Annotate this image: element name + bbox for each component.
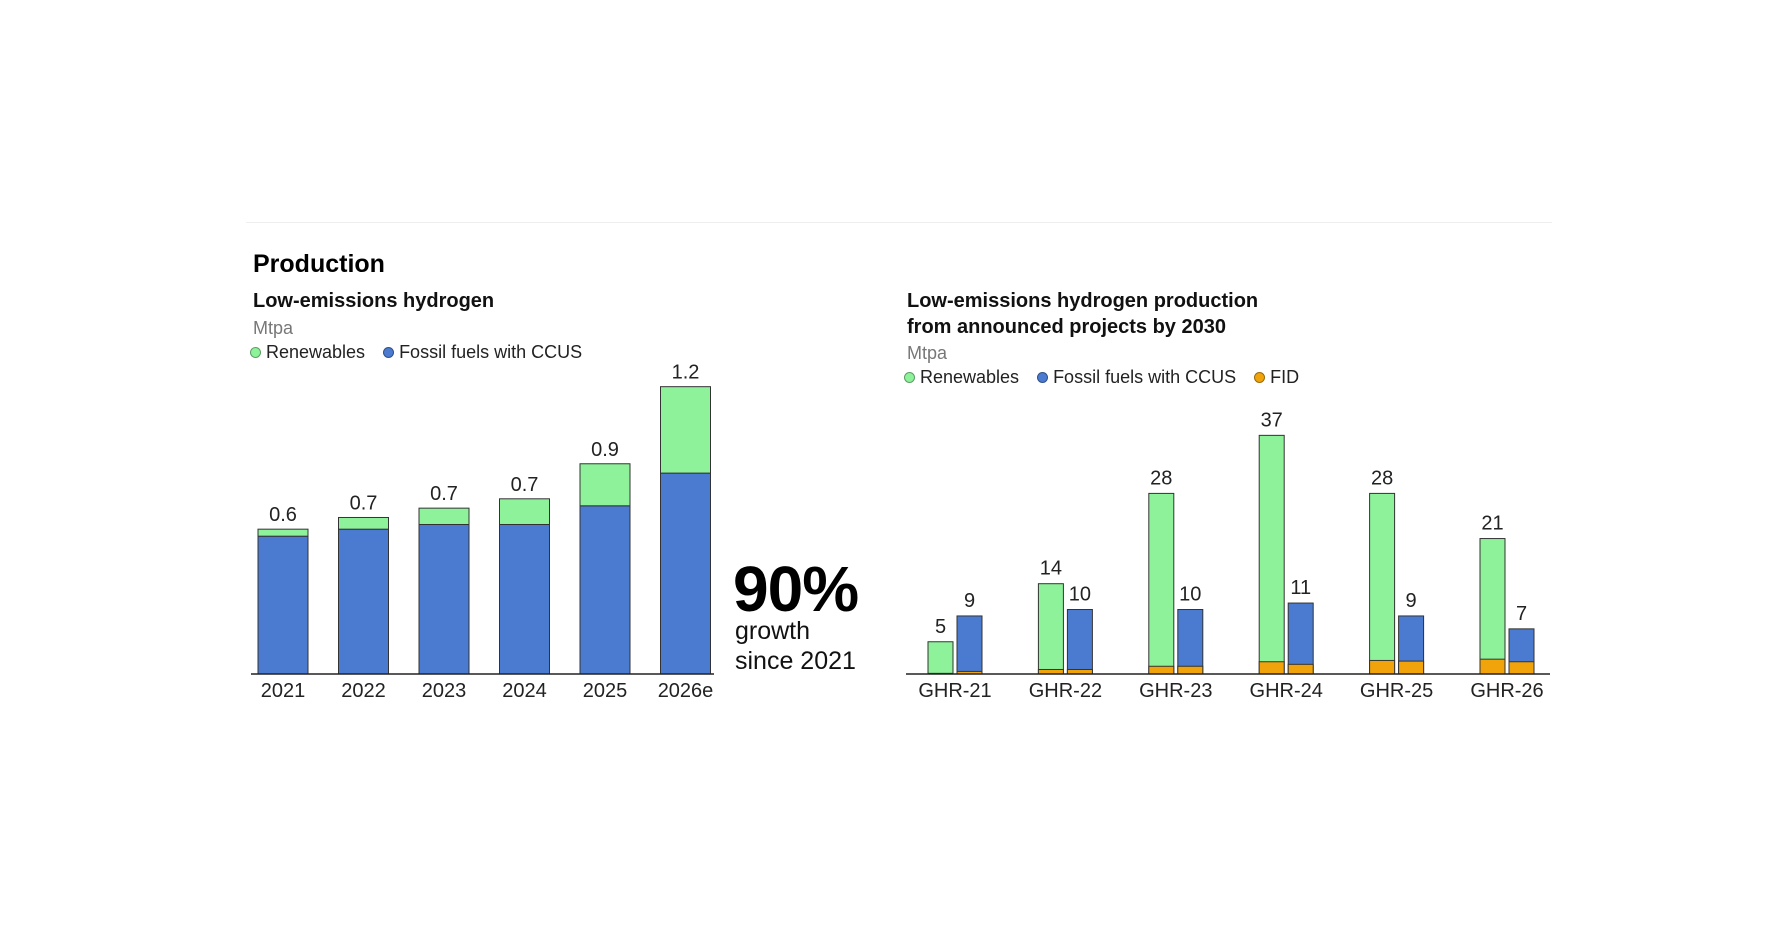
- bar-renewables-2021: [257, 528, 309, 537]
- left-chart-legend: Renewables Fossil fuels with CCUS: [250, 342, 582, 363]
- right-chart-title: Low-emissions hydrogen production from a…: [907, 288, 1258, 340]
- bar-fossil-2022: [338, 528, 389, 675]
- bar-fid-renewables-GHR-23: [1148, 665, 1175, 675]
- x-tick-GHR-22: GHR-22: [1029, 680, 1102, 702]
- x-tick-2021: 2021: [261, 680, 306, 702]
- bar-renewables-GHR-24: [1258, 434, 1285, 675]
- bar-renewables-2022: [338, 516, 389, 530]
- bar-fossil-2021: [257, 535, 309, 675]
- total-label-2021: 0.6: [269, 504, 297, 526]
- value-label-fossil-GHR-24: 11: [1290, 577, 1311, 599]
- bar-renewables-GHR-23: [1148, 492, 1175, 675]
- legend-label-fossil-2: Fossil fuels with CCUS: [1053, 367, 1237, 387]
- value-label-renewables-GHR-26: 21: [1481, 513, 1503, 535]
- bar-fid-fossil-GHR-23: [1177, 665, 1204, 675]
- bar-renewables-GHR-22: [1037, 583, 1064, 675]
- legend-swatch-renewables-2: [904, 372, 915, 383]
- total-label-2025: 0.9: [591, 439, 619, 461]
- total-label-2026e: 1.2: [672, 362, 700, 384]
- legend-swatch-renewables: [250, 347, 261, 358]
- x-tick-2023: 2023: [422, 680, 467, 702]
- growth-stat-caption-line2: since 2021: [735, 647, 856, 675]
- bar-fid-renewables-GHR-25: [1369, 659, 1396, 675]
- left-chart-unit: Mtpa: [253, 318, 294, 338]
- legend-item-renewables: Renewables: [250, 342, 365, 363]
- bar-fid-fossil-GHR-24: [1287, 663, 1314, 675]
- bar-fossil-2023: [418, 523, 470, 675]
- right-chart-title-line1: Low-emissions hydrogen production: [907, 290, 1259, 312]
- legend-label-fid: FID: [1270, 367, 1300, 387]
- bar-renewables-2024: [499, 498, 550, 525]
- bar-renewables-GHR-26: [1479, 538, 1506, 675]
- right-chart-title-line2: from announced projects by 2030: [907, 316, 1226, 338]
- legend-label-renewables-2: Renewables: [920, 367, 1020, 387]
- value-label-renewables-GHR-24: 37: [1261, 409, 1283, 431]
- x-tick-GHR-23: GHR-23: [1139, 680, 1212, 702]
- legend-item-fossil-2: Fossil fuels with CCUS: [1037, 367, 1236, 388]
- x-tick-2025: 2025: [583, 680, 628, 702]
- value-label-fossil-GHR-25: 9: [1406, 590, 1417, 612]
- bar-fid-renewables-GHR-24: [1258, 661, 1285, 675]
- bar-fossil-2026e: [660, 472, 711, 675]
- x-tick-GHR-25: GHR-25: [1360, 680, 1433, 702]
- left-chart-title: Low-emissions hydrogen: [253, 290, 495, 312]
- bar-fid-fossil-GHR-26: [1508, 661, 1535, 675]
- bar-renewables-GHR-25: [1369, 492, 1396, 675]
- legend-label-renewables: Renewables: [266, 342, 366, 362]
- growth-stat-value: 90%: [733, 553, 859, 625]
- bar-fossil-GHR-22: [1066, 609, 1093, 675]
- bar-renewables-2026e: [660, 386, 711, 474]
- value-label-fossil-GHR-23: 10: [1179, 584, 1201, 606]
- value-label-fossil-GHR-21: 9: [964, 590, 975, 612]
- top-divider: [246, 222, 1552, 223]
- x-tick-GHR-26: GHR-26: [1470, 680, 1543, 702]
- legend-item-fid: FID: [1254, 367, 1299, 388]
- right-chart-unit: Mtpa: [907, 343, 948, 363]
- legend-item-fossil: Fossil fuels with CCUS: [383, 342, 582, 363]
- legend-swatch-fossil: [383, 347, 395, 358]
- value-label-renewables-GHR-22: 14: [1040, 558, 1062, 580]
- value-label-renewables-GHR-25: 28: [1371, 467, 1393, 489]
- x-tick-2024: 2024: [502, 680, 547, 702]
- total-label-2023: 0.7: [430, 483, 458, 505]
- x-tick-GHR-24: GHR-24: [1250, 680, 1323, 702]
- bar-fossil-2024: [499, 523, 550, 675]
- x-tick-2022: 2022: [341, 680, 386, 702]
- total-label-2024: 0.7: [511, 474, 539, 496]
- value-label-renewables-GHR-23: 28: [1150, 467, 1172, 489]
- bar-fid-fossil-GHR-25: [1398, 660, 1425, 675]
- bar-renewables-2023: [418, 507, 470, 525]
- value-label-renewables-GHR-21: 5: [935, 616, 946, 638]
- section-title: Production: [253, 250, 385, 278]
- x-tick-GHR-21: GHR-21: [918, 680, 991, 702]
- bar-fossil-GHR-24: [1287, 602, 1314, 675]
- bar-renewables-GHR-21: [927, 641, 954, 675]
- x-tick-2026e: 2026e: [658, 680, 714, 702]
- legend-swatch-fossil-2: [1037, 372, 1049, 383]
- legend-swatch-fid: [1254, 372, 1266, 383]
- value-label-fossil-GHR-22: 10: [1069, 584, 1091, 606]
- growth-stat-caption-line1: growth: [735, 617, 811, 645]
- bar-renewables-2025: [579, 463, 631, 507]
- value-label-fossil-GHR-26: 7: [1516, 603, 1527, 625]
- bar-fid-renewables-GHR-26: [1479, 658, 1506, 675]
- bar-fossil-2025: [579, 505, 631, 675]
- bar-fossil-GHR-23: [1177, 609, 1204, 675]
- legend-item-renewables-2: Renewables: [904, 367, 1019, 388]
- total-label-2022: 0.7: [350, 492, 378, 514]
- right-chart-legend: Renewables Fossil fuels with CCUS FID: [904, 367, 1299, 388]
- legend-label-fossil: Fossil fuels with CCUS: [399, 342, 583, 362]
- bar-fossil-GHR-21: [956, 615, 983, 675]
- growth-stat-caption: growth since 2021: [735, 616, 895, 676]
